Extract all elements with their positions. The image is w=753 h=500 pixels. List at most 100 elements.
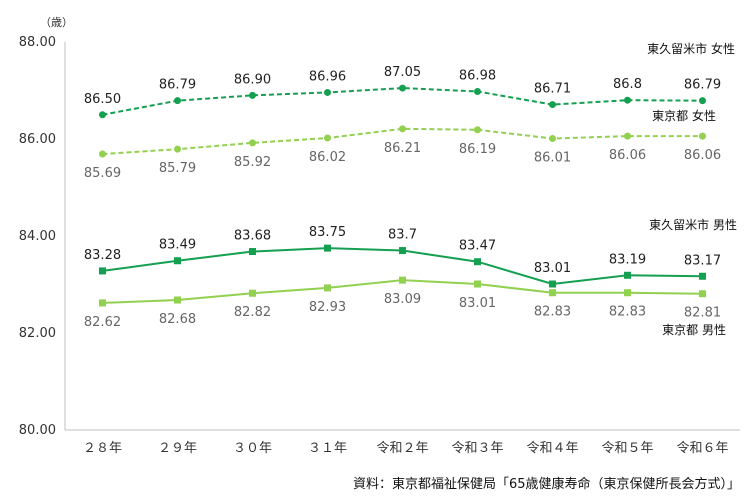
y-axis-unit-label: （歳） [40, 16, 73, 29]
data-point [399, 84, 406, 92]
data-label: 85.92 [234, 155, 271, 170]
data-label: 82.83 [609, 305, 646, 320]
data-point [549, 135, 556, 143]
x-tick-label: 令和３年 [451, 441, 503, 456]
data-label: 86.96 [309, 69, 346, 84]
data-point [699, 290, 706, 298]
data-point [399, 276, 406, 284]
data-label: 82.62 [84, 315, 121, 330]
data-point [174, 145, 181, 153]
data-point [99, 299, 106, 307]
data-label: 86.71 [534, 82, 571, 97]
data-point [174, 97, 181, 105]
series-0: 86.50 86.79 86.90 86.96 87.05 86.98 86.71 86.8 8… [84, 65, 721, 119]
data-point [624, 132, 631, 140]
series-name-label: 東京都 男性 [662, 323, 726, 337]
y-tick-label: 88.00 [19, 35, 56, 50]
data-label: 83.01 [534, 261, 571, 276]
data-label: 83.09 [384, 292, 421, 307]
data-label: 83.49 [159, 238, 196, 253]
data-point [249, 91, 256, 99]
data-label: 86.8 [613, 77, 642, 92]
data-point [624, 96, 631, 104]
data-label: 86.06 [684, 148, 721, 163]
series-3: 82.62 82.68 82.82 82.93 83.09 83.01 82.83 82.83… [84, 276, 721, 330]
data-point [549, 101, 556, 109]
data-point [399, 247, 406, 255]
data-point [324, 244, 331, 252]
data-label: 85.79 [159, 161, 196, 176]
data-point [99, 150, 106, 158]
data-label: 86.50 [84, 92, 121, 107]
data-label: 83.17 [684, 253, 721, 268]
data-label: 86.79 [684, 78, 721, 93]
data-label: 82.83 [534, 305, 571, 320]
series-line [102, 127, 703, 156]
data-point [399, 125, 406, 133]
y-tick-label: 86.00 [19, 132, 56, 147]
data-point [549, 280, 556, 288]
series-name-label: 東久留米市 男性 [649, 217, 737, 232]
data-label: 83.47 [459, 239, 496, 254]
series-2: 83.28 83.49 83.68 83.75 83.7 83.47 83.01 83.19 8… [84, 225, 721, 288]
data-label: 83.19 [609, 252, 646, 267]
data-label: 83.75 [309, 225, 346, 240]
data-point [99, 111, 106, 119]
data-point [174, 296, 181, 304]
y-tick-label: 80.00 [19, 423, 56, 438]
series-1: 85.69 85.79 85.92 86.02 86.21 86.19 86.01 86.06… [84, 125, 721, 181]
data-point [474, 87, 481, 95]
x-tick-label: 令和６年 [676, 441, 728, 456]
data-label: 86.98 [459, 68, 496, 83]
data-label: 87.05 [384, 65, 421, 80]
data-label: 83.01 [459, 296, 496, 311]
data-point [549, 289, 556, 297]
series-name-label: 東久留米市 女性 [647, 41, 735, 56]
data-point [699, 97, 706, 105]
data-label: 86.21 [384, 141, 421, 156]
y-tick-label: 82.00 [19, 326, 56, 341]
x-tick-label: 令和２年 [376, 441, 428, 456]
data-label: 83.7 [388, 228, 417, 243]
x-tick-label: ２８年 [83, 441, 122, 456]
x-tick-label: 令和５年 [601, 441, 653, 456]
data-point [249, 139, 256, 147]
data-point [624, 289, 631, 297]
data-point [699, 272, 706, 280]
source-note: 資料：東京都福祉保健局「65歳健康寿命（東京保健所長会方式）」 [353, 476, 740, 492]
data-point [699, 132, 706, 140]
data-point [474, 280, 481, 288]
data-point [249, 289, 256, 297]
series-name-label: 東京都 女性 [652, 108, 716, 123]
data-point [174, 257, 181, 265]
series-layer: 86.50 86.79 86.90 86.96 87.05 86.98 86.71 86.8 8… [84, 65, 721, 330]
data-point [474, 126, 481, 134]
data-label: 83.68 [234, 229, 271, 244]
x-tick-label: ２９年 [158, 441, 197, 456]
data-label: 86.79 [159, 78, 196, 93]
data-label: 86.01 [534, 151, 571, 166]
x-tick-label: ３０年 [233, 441, 272, 456]
y-tick-label: 84.00 [19, 229, 56, 244]
data-label: 86.19 [459, 142, 496, 157]
x-tick-label: ３１年 [308, 441, 347, 456]
x-tick-label: 令和４年 [526, 441, 578, 456]
data-label: 83.28 [84, 248, 121, 263]
data-point [324, 88, 331, 96]
data-point [324, 284, 331, 292]
data-label: 86.02 [309, 150, 346, 165]
data-label: 82.81 [684, 306, 721, 321]
data-point [624, 271, 631, 279]
data-point [99, 267, 106, 275]
data-label: 82.68 [159, 312, 196, 327]
data-label: 82.93 [309, 300, 346, 315]
data-point [474, 258, 481, 266]
data-label: 86.90 [234, 72, 271, 87]
data-point [324, 134, 331, 142]
axes: 80.00 82.00 84.00 86.00 88.00 ２８年 ２９年 ３０年 ３１年 令和２… [19, 35, 740, 456]
data-label: 85.69 [84, 166, 121, 181]
data-label: 82.82 [234, 305, 271, 320]
data-point [249, 248, 256, 256]
